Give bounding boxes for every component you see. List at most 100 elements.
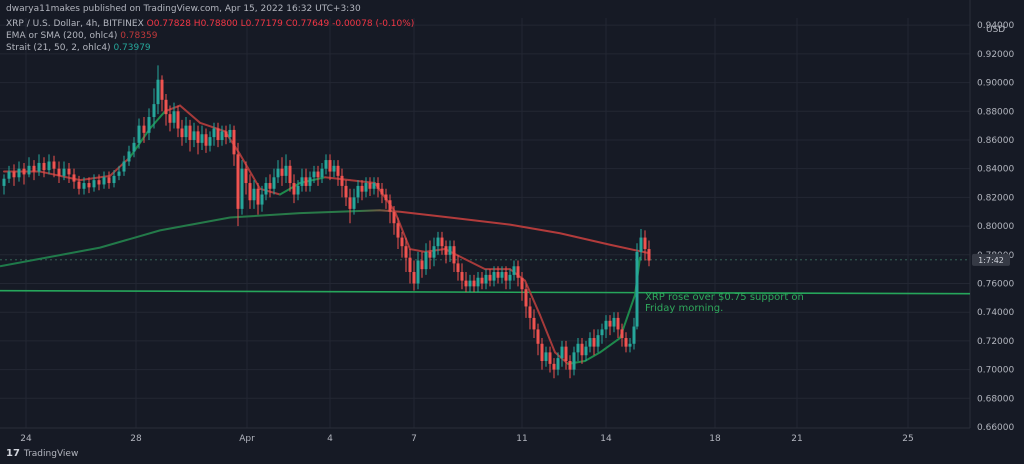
candle [600, 323, 604, 344]
candle-body [476, 277, 480, 287]
candle [276, 160, 280, 184]
ohlc-values: O0.77828 H0.78800 L0.77179 C0.77649 [146, 19, 330, 29]
candle-body [37, 162, 41, 172]
candle-body [127, 151, 131, 162]
candle [256, 183, 260, 215]
candle-body [102, 177, 106, 185]
candle-body [496, 272, 500, 278]
candle-body [424, 251, 428, 270]
symbol-name: XRP / U.S. Dollar, 4h, BITFINEX [6, 19, 144, 29]
candle-body [420, 260, 424, 270]
price-axis[interactable]: 0.94000 0.92000 0.90000 0.88000 0.86000 0.840… [977, 21, 1014, 433]
candle-body [240, 168, 244, 209]
candle-body [67, 168, 71, 175]
candle-body [248, 183, 252, 201]
candle-body [236, 154, 240, 209]
candle-body [568, 360, 572, 370]
ema-value: 0.78359 [120, 31, 158, 41]
candle [102, 171, 106, 189]
candle-body [2, 178, 6, 186]
candle-body [632, 326, 636, 344]
candle [87, 177, 91, 194]
time-axis[interactable]: 24 28 Apr 4 7 11 14 18 21 25 [20, 434, 913, 444]
time-tick-label: 25 [902, 434, 913, 444]
candle-body [228, 129, 232, 138]
candle-body [336, 165, 340, 176]
candle [512, 260, 516, 281]
candle [137, 118, 141, 149]
candle [496, 266, 500, 284]
candle [400, 231, 404, 258]
candle-body [376, 183, 380, 189]
candle-body [460, 272, 464, 281]
candle [132, 137, 136, 158]
candle [428, 240, 432, 270]
symbol-legend[interactable]: XRP / U.S. Dollar, 4h, BITFINEX O0.77828… [6, 19, 414, 30]
candle [508, 269, 512, 290]
candle [280, 157, 284, 186]
tradingview-logo-icon: 𝟭𝟳 [6, 448, 20, 459]
candle-body [344, 185, 348, 198]
candle [436, 231, 440, 255]
candle [92, 174, 96, 192]
candle [160, 75, 164, 112]
candle-body [132, 142, 136, 152]
candle [2, 174, 6, 195]
candle [7, 165, 11, 184]
candle-body [32, 165, 36, 172]
candle [504, 266, 508, 290]
strait-segment [179, 104, 201, 124]
candle [22, 162, 26, 185]
candle [480, 272, 484, 290]
candle-body [200, 134, 204, 143]
candle [408, 249, 412, 284]
candle [212, 122, 216, 146]
candle-body [252, 188, 256, 201]
ema-legend[interactable]: EMA or SMA (200, ohlc4) 0.78359 [6, 31, 157, 42]
candle [200, 125, 204, 151]
candle [516, 260, 520, 287]
candle-body [488, 274, 492, 281]
candle [356, 180, 360, 204]
candle-body [117, 171, 121, 176]
price-tick-label: 0.92000 [977, 50, 1014, 60]
candle [596, 329, 600, 353]
candle [82, 177, 86, 195]
candle-body [448, 246, 452, 255]
tradingview-logo[interactable]: 𝟭𝟳 TradingView [6, 448, 78, 459]
candle-body [372, 183, 376, 189]
candle [536, 323, 540, 356]
candle [440, 231, 444, 255]
candle [572, 346, 576, 376]
candle [604, 315, 608, 339]
candle-body [360, 185, 364, 192]
candle [540, 338, 544, 370]
candle [244, 161, 248, 195]
candle [639, 228, 643, 261]
price-tick-label: 0.82000 [977, 193, 1014, 203]
candle-body [647, 249, 651, 261]
candle-body [552, 363, 556, 370]
candle [308, 171, 312, 192]
strait-segment [109, 156, 131, 177]
candle-body [300, 177, 304, 186]
candle [464, 272, 468, 293]
candle [320, 162, 324, 184]
candle [472, 274, 476, 293]
candle-body [608, 320, 612, 327]
price-axis-unit: USD [986, 25, 1005, 35]
candle-body [324, 160, 328, 169]
candle [316, 165, 320, 186]
candle-body [400, 237, 404, 247]
candle-body [52, 161, 56, 169]
strait-segment [299, 176, 326, 185]
candle-body [452, 246, 456, 264]
strait-legend[interactable]: Strait (21, 50, 2, ohlc4) 0.73979 [6, 43, 151, 54]
candle [404, 237, 408, 273]
candle [328, 154, 332, 181]
candle [532, 309, 536, 339]
candle-body [192, 131, 196, 140]
candle [97, 174, 101, 191]
candle-body [616, 317, 620, 330]
